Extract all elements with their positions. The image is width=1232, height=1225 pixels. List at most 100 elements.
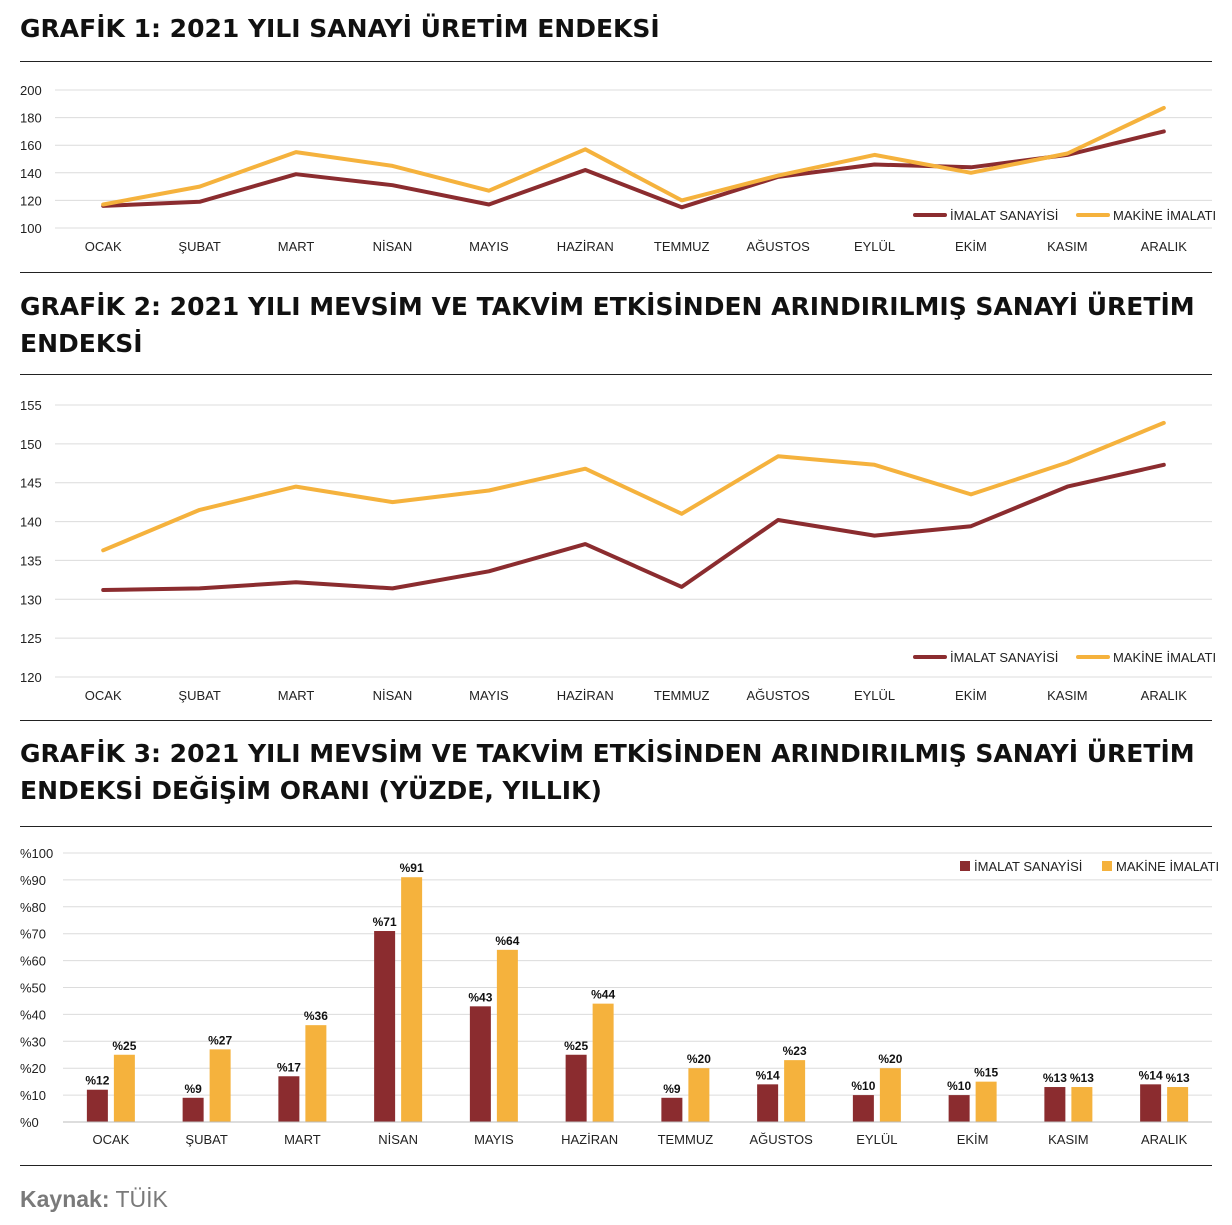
- y-tick-label: 200: [20, 83, 42, 98]
- y-tick-label: 140: [20, 515, 42, 530]
- bar-data-label: %64: [495, 934, 519, 948]
- chart2-line-chart: 120 125 130 135 140 145 150 155 OCAK ŞUBAT MART NİS…: [20, 398, 1216, 703]
- bar-makine: [879, 1068, 901, 1122]
- x-tick-label: AĞUSTOS: [746, 688, 810, 703]
- chart3-bottom-rule: [20, 1165, 1212, 1166]
- x-tick-label: NİSAN: [373, 239, 413, 254]
- y-tick-label: 120: [20, 670, 42, 685]
- bar-data-label: %20: [878, 1052, 902, 1066]
- x-tick-label: NİSAN: [378, 1132, 418, 1147]
- x-tick-label: AĞUSTOS: [749, 1132, 813, 1147]
- x-tick-label: MAYIS: [469, 239, 509, 254]
- bar-imalat: [852, 1095, 874, 1122]
- x-tick-label: MAYIS: [469, 688, 509, 703]
- bar-data-label: %20: [687, 1052, 711, 1066]
- bar-data-label: %10: [851, 1079, 875, 1093]
- bar-imalat: [948, 1095, 970, 1122]
- y-tick-label: 130: [20, 592, 42, 607]
- y-tick-label: 125: [20, 631, 42, 646]
- x-tick-label: OCAK: [85, 239, 122, 254]
- chart1-top-rule: [20, 61, 1212, 62]
- x-tick-label: AĞUSTOS: [746, 239, 810, 254]
- bar-makine: [113, 1054, 135, 1122]
- bar-data-label: %9: [184, 1082, 202, 1096]
- bar-data-label: %36: [304, 1009, 328, 1023]
- bar-data-label: %17: [277, 1060, 301, 1074]
- bar-imalat: [757, 1084, 779, 1122]
- bar-data-label: %44: [591, 988, 615, 1002]
- x-tick-label: ŞUBAT: [178, 688, 220, 703]
- bar-imalat: [374, 931, 396, 1122]
- y-tick-label: 100: [20, 221, 42, 236]
- chart2-bottom-rule: [20, 720, 1212, 721]
- y-tick-label: %40: [20, 1007, 46, 1022]
- x-tick-label: OCAK: [85, 688, 122, 703]
- y-tick-label: %10: [20, 1088, 46, 1103]
- bar-data-label: %13: [1043, 1071, 1067, 1085]
- y-tick-label: %50: [20, 981, 46, 996]
- legend-swatch: [1102, 861, 1112, 871]
- x-tick-label: ŞUBAT: [185, 1132, 227, 1147]
- x-tick-label: MART: [278, 239, 315, 254]
- bar-data-label: %25: [112, 1039, 136, 1053]
- bar-data-label: %13: [1070, 1071, 1094, 1085]
- source-note: Kaynak: TÜİK: [20, 1186, 168, 1213]
- x-tick-label: EKİM: [957, 1132, 989, 1147]
- bar-imalat: [565, 1054, 587, 1122]
- bar-data-label: %12: [85, 1074, 109, 1088]
- bar-data-label: %27: [208, 1033, 232, 1047]
- x-tick-label: ARALIK: [1141, 1132, 1188, 1147]
- y-tick-label: %80: [20, 900, 46, 915]
- bar-makine: [401, 877, 423, 1122]
- y-tick-label: 180: [20, 111, 42, 126]
- bar-data-label: %43: [468, 990, 492, 1004]
- bar-data-label: %71: [373, 915, 397, 929]
- chart2-top-rule: [20, 374, 1212, 375]
- x-tick-label: MART: [284, 1132, 321, 1147]
- x-tick-label: EKİM: [955, 688, 987, 703]
- bar-data-label: %91: [400, 861, 424, 875]
- x-tick-label: TEMMUZ: [658, 1132, 714, 1147]
- chart2-title: GRAFİK 2: 2021 YILI MEVSİM VE TAKVİM ETK…: [20, 292, 1195, 358]
- y-tick-label: %90: [20, 873, 46, 888]
- x-tick-label: EYLÜL: [854, 688, 895, 703]
- bar-data-label: %13: [1166, 1071, 1190, 1085]
- legend-label: MAKİNE İMALATI: [1113, 650, 1216, 665]
- x-tick-label: KASIM: [1047, 239, 1087, 254]
- bar-makine: [784, 1060, 806, 1122]
- bar-makine: [975, 1081, 997, 1122]
- legend-label: İMALAT SANAYİSİ: [950, 208, 1058, 223]
- x-tick-label: EKİM: [955, 239, 987, 254]
- series-line-makine: [101, 420, 1166, 553]
- legend-label: İMALAT SANAYİSİ: [950, 650, 1058, 665]
- chart3-title: GRAFİK 3: 2021 YILI MEVSİM VE TAKVİM ETK…: [20, 739, 1195, 805]
- x-tick-label: OCAK: [92, 1132, 129, 1147]
- x-tick-label: HAZİRAN: [557, 688, 614, 703]
- y-tick-label: 120: [20, 193, 42, 208]
- bar-makine: [592, 1003, 614, 1122]
- x-tick-label: MAYIS: [474, 1132, 514, 1147]
- bar-data-label: %14: [756, 1068, 780, 1082]
- source-value: TÜİK: [115, 1186, 168, 1212]
- x-tick-label: KASIM: [1047, 688, 1087, 703]
- bar-imalat: [1044, 1087, 1066, 1122]
- x-tick-label: EYLÜL: [856, 1132, 897, 1147]
- series-line-imalat: [101, 462, 1166, 592]
- bar-makine: [305, 1025, 327, 1122]
- bar-imalat: [182, 1097, 204, 1122]
- y-tick-label: %0: [20, 1115, 39, 1130]
- x-tick-label: ARALIK: [1141, 239, 1188, 254]
- bar-makine: [1071, 1087, 1093, 1122]
- y-tick-label: %60: [20, 954, 46, 969]
- x-tick-label: MART: [278, 688, 315, 703]
- legend-swatch: [960, 861, 970, 871]
- y-tick-label: 155: [20, 398, 42, 413]
- legend-label: MAKİNE İMALATI: [1113, 208, 1216, 223]
- x-tick-label: EYLÜL: [854, 239, 895, 254]
- y-tick-label: 140: [20, 166, 42, 181]
- bar-data-label: %9: [663, 1082, 681, 1096]
- x-tick-label: ARALIK: [1141, 688, 1188, 703]
- chart3-top-rule: [20, 826, 1212, 827]
- bar-imalat: [86, 1089, 108, 1122]
- y-tick-label: %70: [20, 927, 46, 942]
